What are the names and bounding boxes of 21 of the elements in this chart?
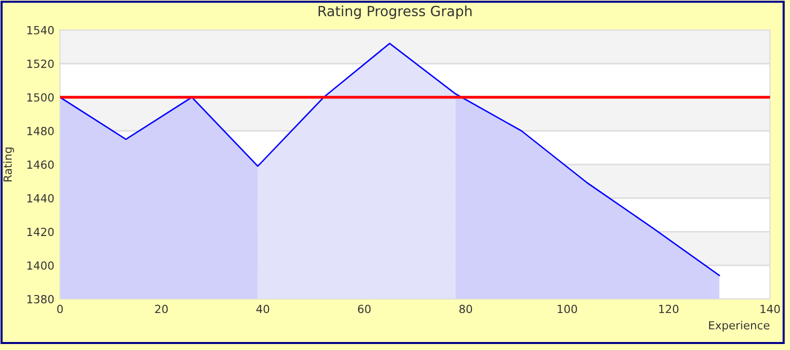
x-tick-label: 60 [358,304,371,314]
y-tick-label: 1520 [27,60,54,68]
y-tick-label: 1440 [27,194,54,203]
y-tick-label: 1460 [27,160,54,169]
y-tick-label: 1480 [27,126,54,136]
line-series [60,42,720,276]
y-tick-label: 1540 [27,26,54,34]
y-tick-label: 1420 [27,228,54,236]
x-tick-label: 40 [256,304,270,314]
y-tick-label: 1380 [27,294,54,304]
x-tick-label: 100 [558,304,578,314]
x-axis-title: Experience [709,320,770,332]
y-tick-label: 1400 [27,261,54,270]
x-tick-label: 0 [57,304,63,314]
y-tick-label: 1500 [27,93,54,102]
x-tick-label: 80 [459,304,472,314]
x-tick-label: 140 [760,304,780,314]
y-axis-title: Rating [3,148,14,182]
chart-title: Rating Progress Graph [318,6,472,19]
x-tick-label: 120 [659,304,678,314]
x-tick-label: 20 [155,304,168,314]
